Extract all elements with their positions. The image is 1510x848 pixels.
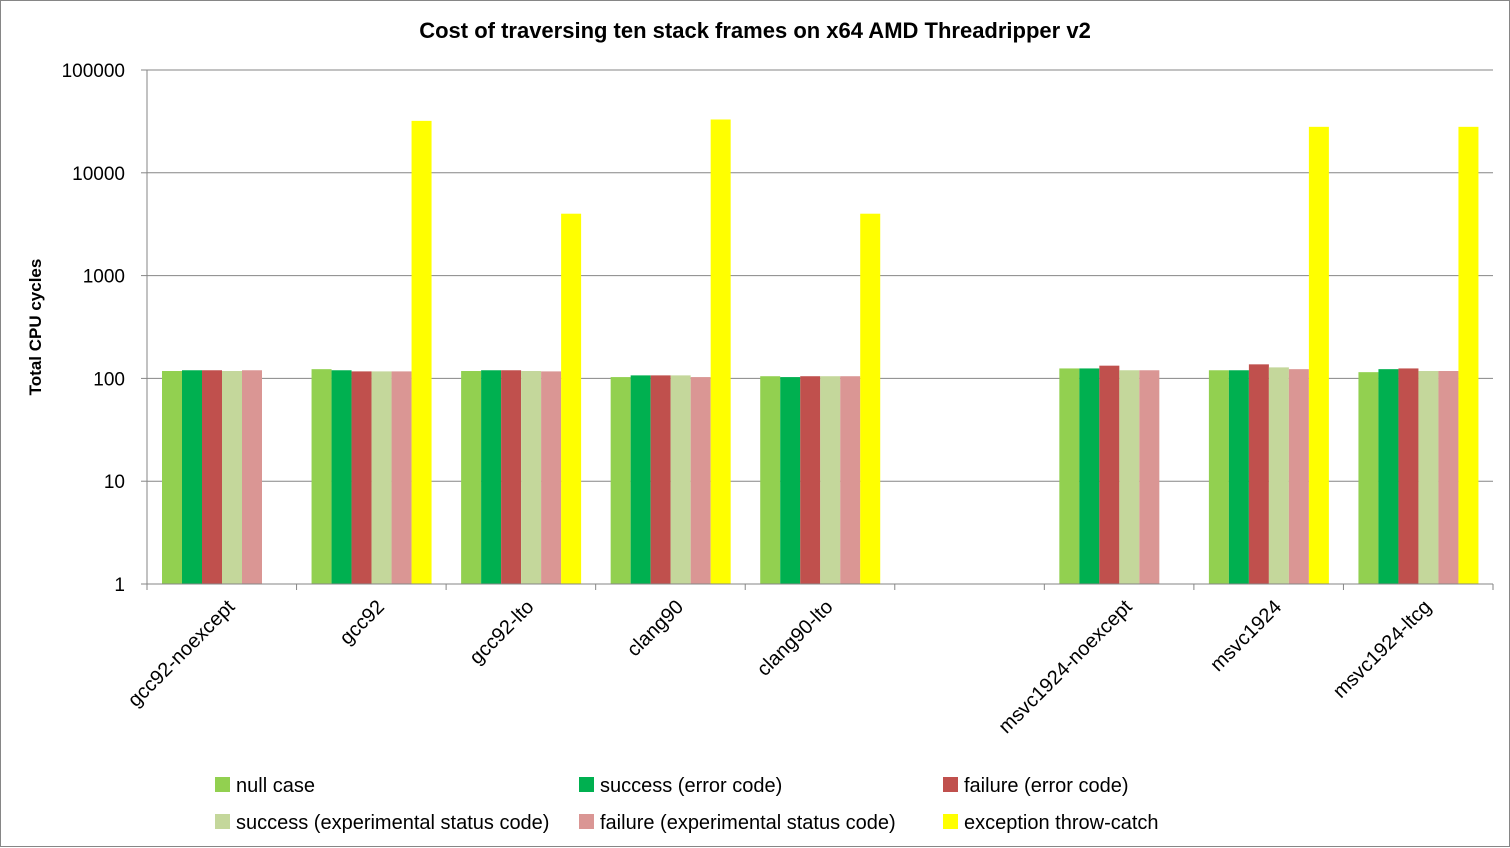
bar [650, 375, 671, 584]
bar [1099, 365, 1120, 584]
y-tick-label: 1000 [83, 267, 125, 288]
bar [630, 375, 651, 584]
bar [561, 213, 582, 584]
bar [860, 213, 881, 584]
x-tick-label: msvc1924-ltcg [1329, 596, 1436, 703]
legend-label: success (experimental status code) [236, 812, 549, 834]
bar [521, 371, 542, 584]
bar [1378, 369, 1399, 584]
bar [1308, 126, 1329, 584]
legend-swatch [215, 777, 230, 792]
bar [351, 371, 372, 584]
bar [820, 376, 841, 584]
legend-label: exception throw-catch [964, 812, 1159, 834]
x-tick-label: msvc1924-noexcept [995, 596, 1137, 738]
legend-swatch [943, 814, 958, 829]
bar [311, 369, 332, 584]
bar [760, 376, 781, 584]
bar [1059, 368, 1080, 584]
x-tick-label: gcc92-noexcept [124, 596, 240, 712]
bar [461, 371, 482, 584]
y-tick-label: 10000 [72, 164, 125, 185]
bar [202, 370, 222, 584]
bar [670, 375, 691, 584]
legend-swatch [579, 814, 594, 829]
legend: null case success (error code) failure (er… [215, 775, 1159, 834]
bar [800, 376, 821, 584]
bar [710, 119, 731, 584]
bar [1079, 368, 1100, 584]
bar [1119, 370, 1140, 584]
bar [481, 370, 502, 584]
bar [1398, 368, 1419, 584]
x-tick-label: msvc1924 [1206, 596, 1286, 676]
y-tick-labels: 1 10 100 1000 10000 100000 [62, 61, 125, 596]
legend-swatch [943, 777, 958, 792]
legend-label: null case [236, 775, 315, 797]
bar [1438, 371, 1459, 584]
bar [242, 370, 262, 584]
bar [222, 371, 242, 584]
bar [1268, 367, 1289, 584]
legend-swatch [215, 814, 230, 829]
bar [182, 370, 202, 584]
bar [1288, 369, 1309, 584]
bar [162, 371, 182, 584]
bar [690, 377, 711, 584]
bar [1208, 370, 1229, 584]
bar [1358, 372, 1379, 584]
legend-swatch [579, 777, 594, 792]
bar [411, 120, 432, 585]
axes [141, 69, 1494, 590]
y-tick-label: 1 [114, 575, 125, 596]
bar [541, 371, 562, 584]
y-tick-label: 100 [93, 369, 125, 390]
chart-title: Cost of traversing ten stack frames on x… [419, 18, 1091, 43]
legend-label: failure (error code) [964, 775, 1129, 797]
bar [1139, 370, 1160, 584]
x-tick-label: gcc92-lto [465, 596, 538, 669]
x-tick-label: clang90 [623, 596, 688, 661]
bar [1248, 364, 1269, 584]
bar [840, 376, 861, 584]
bar [1458, 126, 1479, 584]
bar [391, 371, 412, 584]
x-tick-labels: gcc92-noexcept gcc92 gcc92-lto clang90 clang… [124, 596, 1436, 738]
y-tick-label: 10 [104, 472, 125, 493]
x-tick-label: clang90-lto [753, 596, 838, 681]
bar [331, 370, 352, 584]
y-axis-label: Total CPU cycles [26, 259, 45, 396]
bars [162, 119, 1479, 585]
legend-label: success (error code) [600, 775, 782, 797]
bar [371, 371, 392, 584]
legend-label: failure (experimental status code) [600, 812, 896, 834]
bar [610, 377, 631, 584]
x-tick-label: gcc92 [336, 596, 389, 649]
bar [1228, 370, 1249, 584]
bar [1418, 371, 1439, 584]
bar [780, 377, 801, 584]
y-tick-label: 100000 [62, 61, 125, 82]
bar [501, 370, 522, 584]
